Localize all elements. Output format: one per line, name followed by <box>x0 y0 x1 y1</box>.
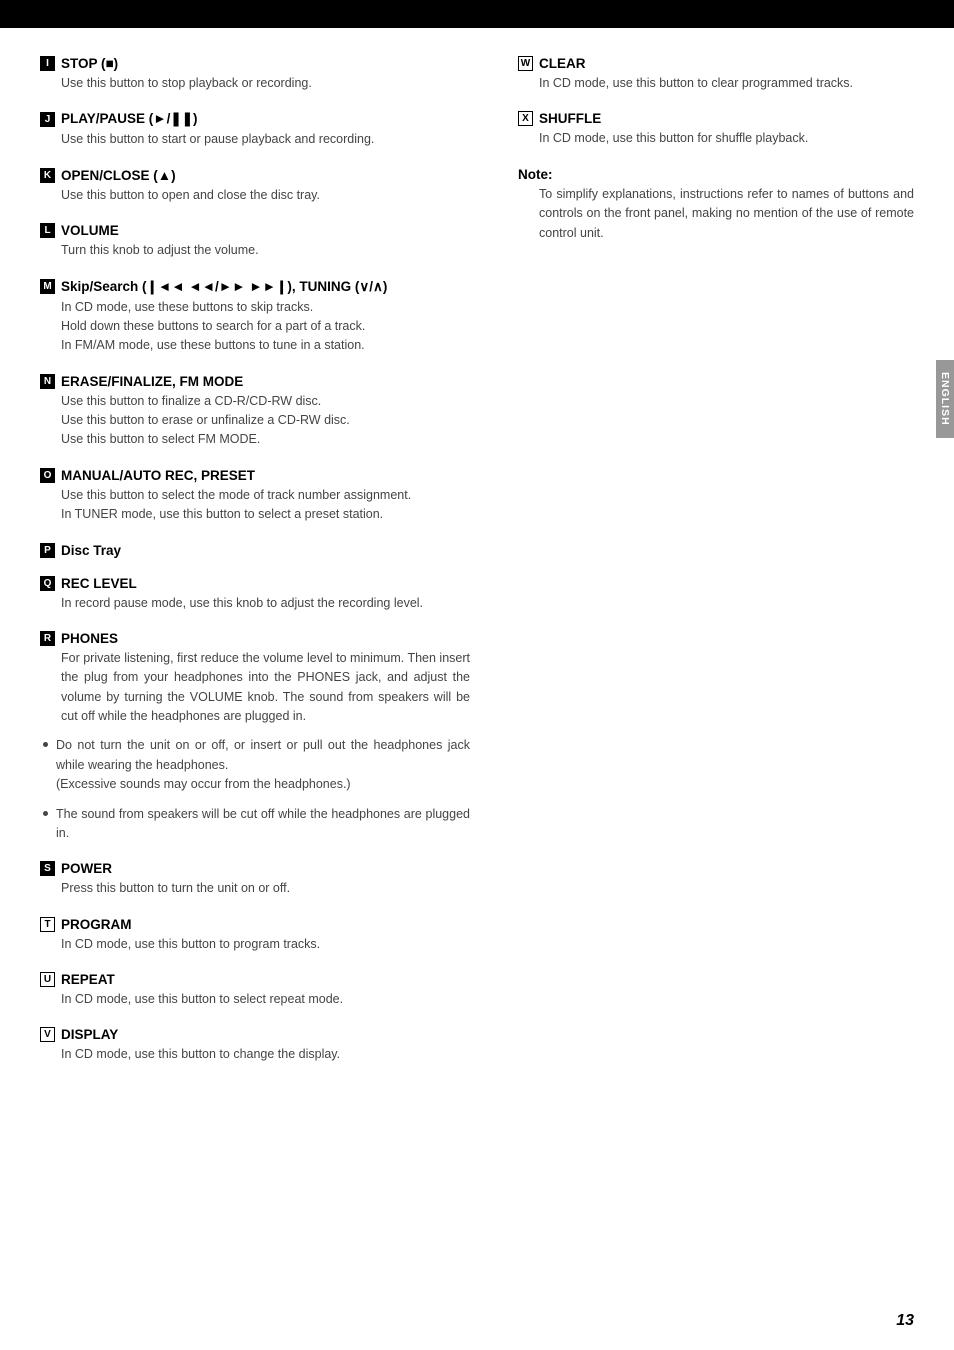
control-description: For private listening, first reduce the … <box>40 649 470 727</box>
letter-box: T <box>40 917 55 932</box>
letter-box: R <box>40 631 55 646</box>
letter-box: X <box>518 111 533 126</box>
control-label: DISPLAY <box>61 1027 118 1042</box>
control-description: Press this button to turn the unit on or… <box>40 879 470 898</box>
control-description: In CD mode, use this button to select re… <box>40 990 470 1009</box>
control-description: Use this button to stop playback or reco… <box>40 74 470 93</box>
label-row: I STOP (■) <box>40 56 470 71</box>
control-label: PLAY/PAUSE (►/❚❚) <box>61 111 198 127</box>
control-label: VOLUME <box>61 223 119 238</box>
control-description: Hold down these buttons to search for a … <box>40 317 470 336</box>
control-item: J PLAY/PAUSE (►/❚❚) Use this button to sta… <box>40 111 470 149</box>
control-label: OPEN/CLOSE (▲) <box>61 168 176 183</box>
right-column: W CLEAR In CD mode, use this button to cle… <box>518 56 914 1083</box>
note-item: Note: To simplify explanations, instructi… <box>518 167 914 243</box>
control-item: M Skip/Search (❙◄◄ ◄◄/►► ►►❙), TUNING (∨/… <box>40 279 470 356</box>
control-description: Turn this knob to adjust the volume. <box>40 241 470 260</box>
letter-box: W <box>518 56 533 71</box>
control-description: Use this button to start or pause playba… <box>40 130 470 149</box>
letter-box: J <box>40 112 55 127</box>
control-description: In FM/AM mode, use these buttons to tune… <box>40 336 470 355</box>
letter-box: O <box>40 468 55 483</box>
letter-box: P <box>40 543 55 558</box>
content-area: I STOP (■) Use this button to stop playbac… <box>0 28 954 1083</box>
label-row: P Disc Tray <box>40 543 470 558</box>
control-description: Use this button to select the mode of tr… <box>40 486 470 505</box>
control-item: T PROGRAM In CD mode, use this button to p… <box>40 917 470 954</box>
bullet-text: Do not turn the unit on or off, or inser… <box>56 736 470 794</box>
control-item: S POWER Press this button to turn the unit… <box>40 861 470 898</box>
control-description: In CD mode, use this button to clear pro… <box>518 74 914 93</box>
letter-box: N <box>40 374 55 389</box>
bullet-dot <box>43 811 48 816</box>
bullet-dot <box>43 742 48 747</box>
control-item: P Disc Tray <box>40 543 470 558</box>
letter-box: K <box>40 168 55 183</box>
control-description: Use this button to finalize a CD-R/CD-RW… <box>40 392 470 411</box>
letter-box: Q <box>40 576 55 591</box>
letter-box: V <box>40 1027 55 1042</box>
language-tab: ENGLISH <box>936 360 954 438</box>
label-row: O MANUAL/AUTO REC, PRESET <box>40 468 470 483</box>
control-label: POWER <box>61 861 112 876</box>
control-description: In record pause mode, use this knob to a… <box>40 594 470 613</box>
control-description: Use this button to erase or unfinalize a… <box>40 411 470 430</box>
control-label: STOP (■) <box>61 56 118 71</box>
control-description: In CD mode, use these buttons to skip tr… <box>40 298 470 317</box>
label-row: X SHUFFLE <box>518 111 914 126</box>
control-label: MANUAL/AUTO REC, PRESET <box>61 468 255 483</box>
control-label: ERASE/FINALIZE, FM MODE <box>61 374 243 389</box>
control-description: In TUNER mode, use this button to select… <box>40 505 470 524</box>
control-label: Disc Tray <box>61 543 121 558</box>
control-item: W CLEAR In CD mode, use this button to cle… <box>518 56 914 93</box>
control-item: V DISPLAY In CD mode, use this button to c… <box>40 1027 470 1064</box>
control-description: In CD mode, use this button for shuffle … <box>518 129 914 148</box>
control-description: In CD mode, use this button to program t… <box>40 935 470 954</box>
control-description: Use this button to select FM MODE. <box>40 430 470 449</box>
label-row: V DISPLAY <box>40 1027 470 1042</box>
control-item: X SHUFFLE In CD mode, use this button for … <box>518 111 914 148</box>
letter-box: I <box>40 56 55 71</box>
label-row: S POWER <box>40 861 470 876</box>
page-number: 13 <box>896 1312 914 1330</box>
left-column: I STOP (■) Use this button to stop playbac… <box>40 56 470 1083</box>
bullet-item: Do not turn the unit on or off, or inser… <box>40 736 470 794</box>
note-text: To simplify explanations, instructions r… <box>518 185 914 243</box>
control-item: R PHONES For private listening, first redu… <box>40 631 470 843</box>
label-row: W CLEAR <box>518 56 914 71</box>
label-row: K OPEN/CLOSE (▲) <box>40 168 470 183</box>
control-item: N ERASE/FINALIZE, FM MODE Use this button … <box>40 374 470 450</box>
label-row: U REPEAT <box>40 972 470 987</box>
control-label: SHUFFLE <box>539 111 601 126</box>
control-description: In CD mode, use this button to change th… <box>40 1045 470 1064</box>
letter-box: M <box>40 279 55 294</box>
bullet-item: The sound from speakers will be cut off … <box>40 805 470 844</box>
label-row: J PLAY/PAUSE (►/❚❚) <box>40 111 470 127</box>
letter-box: S <box>40 861 55 876</box>
control-label: Skip/Search (❙◄◄ ◄◄/►► ►►❙), TUNING (∨/∧… <box>61 279 387 295</box>
control-item: Q REC LEVEL In record pause mode, use this… <box>40 576 470 613</box>
control-item: K OPEN/CLOSE (▲) Use this button to open a… <box>40 168 470 205</box>
label-row: M Skip/Search (❙◄◄ ◄◄/►► ►►❙), TUNING (∨/… <box>40 279 470 295</box>
control-label: PHONES <box>61 631 118 646</box>
control-description: Use this button to open and close the di… <box>40 186 470 205</box>
control-label: PROGRAM <box>61 917 132 932</box>
label-row: R PHONES <box>40 631 470 646</box>
letter-box: L <box>40 223 55 238</box>
label-row: Q REC LEVEL <box>40 576 470 591</box>
control-item: I STOP (■) Use this button to stop playbac… <box>40 56 470 93</box>
bullet-text: The sound from speakers will be cut off … <box>56 805 470 844</box>
control-item: U REPEAT In CD mode, use this button to se… <box>40 972 470 1009</box>
label-row: T PROGRAM <box>40 917 470 932</box>
label-row: L VOLUME <box>40 223 470 238</box>
control-label: REC LEVEL <box>61 576 137 591</box>
control-item: O MANUAL/AUTO REC, PRESET Use this button … <box>40 468 470 525</box>
control-label: REPEAT <box>61 972 115 987</box>
note-label: Note: <box>518 167 914 182</box>
control-label: CLEAR <box>539 56 586 71</box>
control-item: L VOLUME Turn this knob to adjust the volu… <box>40 223 470 260</box>
label-row: N ERASE/FINALIZE, FM MODE <box>40 374 470 389</box>
header-bar <box>0 0 954 28</box>
letter-box: U <box>40 972 55 987</box>
